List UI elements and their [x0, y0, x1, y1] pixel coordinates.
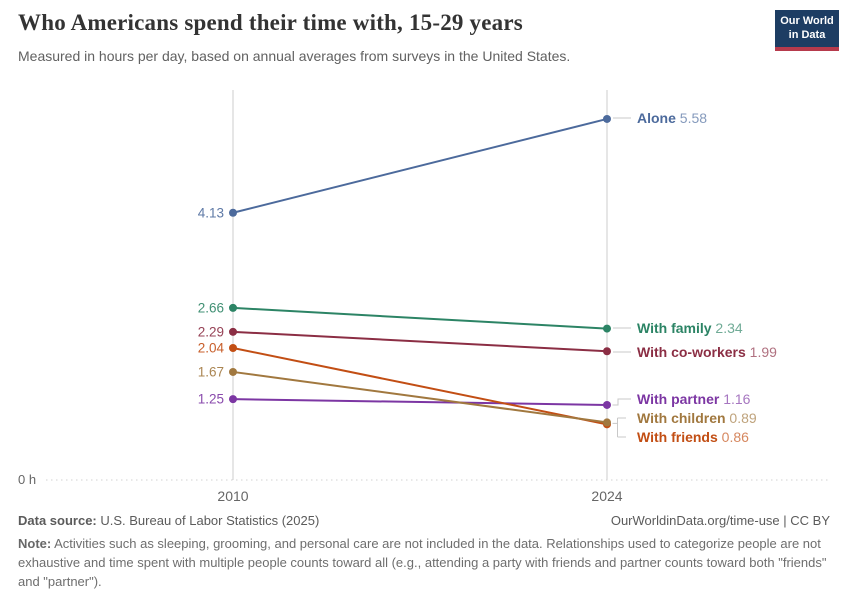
data-source-text: U.S. Bureau of Labor Statistics (2025) [96, 513, 320, 528]
series-end-value: 5.58 [676, 110, 707, 126]
series-end-value: 1.16 [719, 391, 750, 407]
series-line-with-partner[interactable] [232, 398, 608, 406]
series-label-alone[interactable]: Alone 5.58 [637, 110, 707, 126]
zero-axis-label: 0 h [18, 472, 36, 487]
data-point-start-with-friends[interactable] [229, 344, 237, 352]
series-label-with-family[interactable]: With family 2.34 [637, 320, 743, 336]
data-point-end-with-co-workers[interactable] [603, 347, 611, 356]
series-label-with-partner[interactable]: With partner 1.16 [637, 391, 751, 407]
series-name: With partner [637, 391, 720, 407]
series-end-value: 1.99 [746, 344, 777, 360]
series-name: With co-workers [637, 344, 746, 360]
chart-note: Note: Activities such as sleeping, groom… [18, 535, 830, 592]
data-source: Data source: U.S. Bureau of Labor Statis… [18, 513, 319, 528]
page-subtitle: Measured in hours per day, based on annu… [18, 48, 571, 64]
data-point-end-alone[interactable] [603, 114, 611, 123]
data-source-label: Data source: [18, 513, 97, 528]
chart-header: Who Americans spend their time with, 15-… [0, 0, 850, 90]
series-end-value: 0.86 [718, 429, 749, 445]
series-name: Alone [637, 110, 676, 126]
data-point-end-with-partner[interactable] [603, 400, 611, 409]
data-point-start-with-partner[interactable] [229, 395, 237, 404]
series-line-alone[interactable] [232, 117, 608, 214]
note-label: Note: [18, 536, 52, 551]
owid-logo[interactable]: Our World in Data [775, 10, 839, 51]
data-point-start-with-children[interactable] [229, 367, 237, 376]
owid-logo-line1: Our World [780, 15, 834, 27]
series-name: With family [637, 320, 712, 336]
series-name: With friends [637, 429, 718, 445]
page-title: Who Americans spend their time with, 15-… [18, 10, 523, 35]
series-line-with-children[interactable] [232, 370, 608, 424]
data-point-start-with-co-workers[interactable] [229, 327, 237, 336]
owid-logo-line2: in Data [788, 28, 826, 41]
x-tick-2010: 2010 [217, 488, 248, 504]
x-tick-2024: 2024 [591, 488, 622, 504]
chart-footer: Data source: U.S. Bureau of Labor Statis… [18, 513, 830, 592]
data-point-start-with-family[interactable] [229, 303, 237, 312]
data-point-end-with-family[interactable] [603, 324, 611, 333]
credit-link[interactable]: OurWorldinData.org/time-use | CC BY [610, 513, 830, 528]
series-end-value: 2.34 [712, 320, 743, 336]
series-line-with-friends[interactable] [232, 347, 608, 426]
data-point-start-alone[interactable] [229, 208, 237, 217]
start-value-label-alone: 4.13 [198, 205, 224, 220]
start-value-label-with-co-workers: 2.29 [198, 324, 224, 339]
slope-chart: 0 h 2010 2024 4.13 2.66 2.29 1.25 2.04 1.67 Alone… [18, 90, 828, 504]
series-line-with-family[interactable] [232, 306, 608, 330]
series-label-with-children[interactable]: With children 0.89 [637, 410, 757, 426]
label-connector [612, 417, 626, 437]
series-name: With children [637, 410, 726, 426]
series-label-with-friends[interactable]: With friends 0.86 [637, 429, 749, 445]
start-value-label-with-friends: 2.04 [198, 341, 225, 356]
start-value-label-with-partner: 1.25 [198, 392, 224, 407]
data-point-end-with-children[interactable] [603, 418, 611, 427]
series-line-with-co-workers[interactable] [232, 330, 608, 353]
series-label-with-co-workers[interactable]: With co-workers 1.99 [637, 344, 777, 360]
note-text: Activities such as sleeping, grooming, a… [18, 536, 827, 589]
label-connector [612, 398, 631, 406]
series-end-value: 0.89 [726, 410, 757, 426]
start-value-label-with-children: 1.67 [198, 364, 224, 379]
start-value-label-with-family: 2.66 [198, 300, 224, 315]
